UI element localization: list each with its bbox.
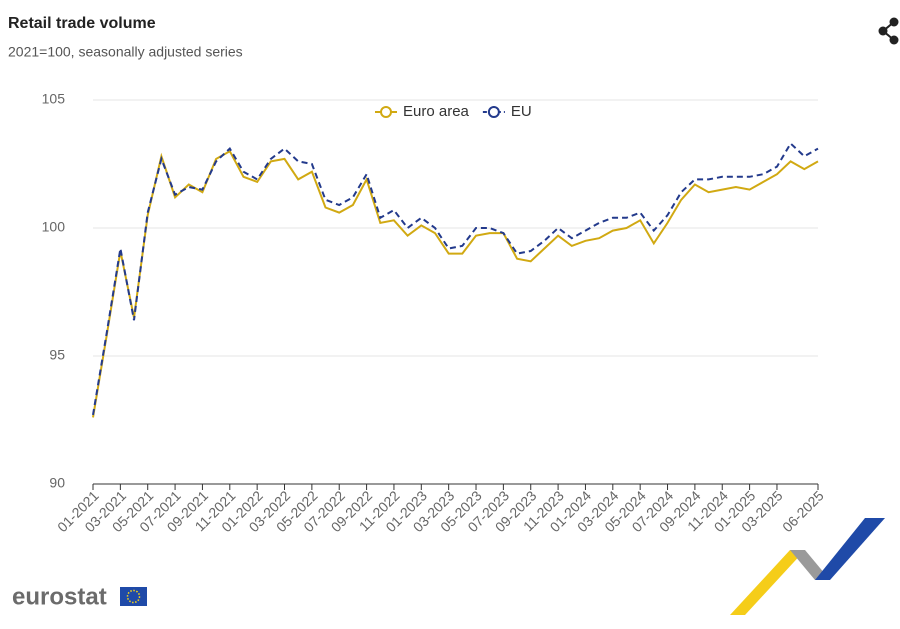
logo-text: eurostat bbox=[12, 583, 107, 610]
legend-marker bbox=[380, 106, 392, 118]
chart-subtitle: 2021=100, seasonally adjusted series bbox=[8, 44, 243, 60]
legend-label: EU bbox=[511, 103, 532, 120]
plot: 909510010501-202103-202105-202107-202109… bbox=[42, 91, 827, 535]
share-icon[interactable] bbox=[878, 17, 899, 45]
y-tick-label: 90 bbox=[49, 475, 65, 491]
chart-title: Retail trade volume bbox=[8, 15, 156, 32]
legend-label: Euro area bbox=[403, 103, 470, 120]
decor-ribbon bbox=[730, 518, 885, 615]
y-tick-label: 95 bbox=[49, 347, 65, 363]
y-tick-label: 100 bbox=[42, 219, 66, 235]
legend-marker bbox=[487, 106, 500, 118]
eu-flag bbox=[120, 587, 147, 606]
series-line bbox=[92, 149, 819, 418]
y-tick-label: 105 bbox=[42, 91, 66, 107]
x-tick-label: 06-2025 bbox=[779, 487, 827, 535]
series-line bbox=[92, 141, 819, 416]
